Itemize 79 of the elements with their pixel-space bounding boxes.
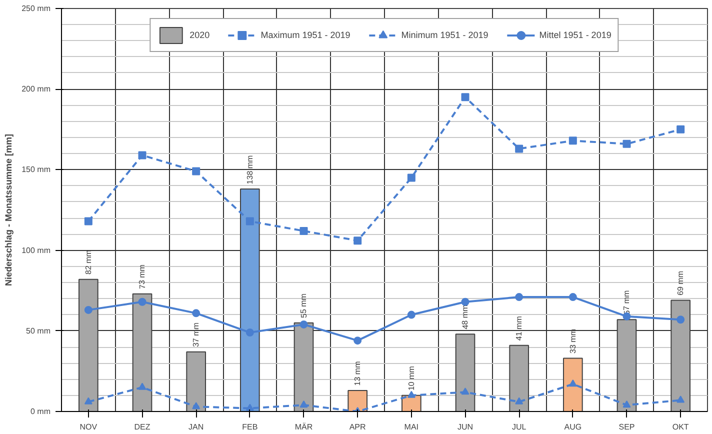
y-tick-label: 250 mm	[22, 4, 51, 13]
y-tick-label: 150 mm	[22, 165, 51, 174]
point	[84, 217, 92, 226]
legend-label: Mittel 1951 - 2019	[539, 30, 612, 40]
point	[461, 388, 470, 395]
data-label: 138 mm	[245, 154, 254, 184]
data-label: 73 mm	[138, 264, 147, 289]
point	[568, 136, 577, 145]
x-tick-label: APR	[349, 422, 366, 432]
point	[192, 309, 200, 318]
data-label: 37 mm	[192, 322, 201, 348]
x-tick-label: FEB	[242, 422, 258, 432]
point	[300, 320, 308, 328]
x-tick-label: JUN	[457, 422, 474, 432]
bar	[670, 300, 691, 412]
point	[138, 151, 146, 160]
point	[461, 93, 470, 102]
data-label: 69 mm	[676, 270, 686, 296]
point	[568, 380, 577, 387]
point	[407, 390, 416, 398]
point	[622, 140, 631, 148]
point	[676, 125, 685, 134]
legend-label: 2020	[190, 30, 210, 40]
bar	[455, 334, 476, 412]
x-tick-label: MAI	[404, 422, 419, 432]
y-tick-label: 200 mm	[22, 84, 51, 94]
bar	[294, 322, 314, 412]
point	[622, 400, 631, 408]
data-label: 10 mm	[406, 366, 416, 391]
data-label: 33 mm	[568, 328, 578, 354]
point	[192, 167, 200, 176]
point	[461, 298, 470, 306]
point	[246, 404, 254, 411]
bar	[240, 188, 260, 412]
bar	[348, 390, 368, 412]
x-tick-label: OKT	[672, 422, 689, 432]
point	[354, 236, 362, 245]
point	[246, 328, 254, 337]
point	[676, 316, 685, 324]
data-label: 41 mm	[514, 316, 524, 341]
bar	[78, 278, 98, 412]
x-tick-label: MÄR	[294, 422, 313, 432]
point	[246, 217, 254, 226]
bar	[616, 319, 637, 412]
legend-label: Minimum 1951 - 2019	[401, 30, 488, 40]
point	[515, 293, 524, 302]
point	[300, 226, 308, 235]
bar	[562, 358, 583, 412]
data-label: 55 mm	[299, 293, 308, 318]
point	[676, 396, 685, 403]
point	[515, 144, 524, 153]
y-tick-label: 0 mm	[30, 407, 51, 416]
data-label: 82 mm	[84, 250, 93, 274]
y-tick-label: 100 mm	[22, 246, 51, 255]
x-tick-label: JAN	[188, 422, 204, 432]
data-label: 48 mm	[460, 304, 470, 330]
legend-label: Maximum 1951 - 2019	[260, 30, 350, 40]
bar	[509, 344, 530, 412]
point	[138, 382, 146, 390]
y-axis-title: Niederschlag - Monatssumme [mm]	[4, 134, 14, 286]
x-tick-label: NOV	[80, 422, 98, 432]
bar	[186, 351, 206, 412]
x-tick-label: JUL	[512, 422, 527, 432]
point	[568, 293, 577, 302]
x-tick-label: DEZ	[134, 422, 150, 432]
point	[407, 310, 416, 319]
point	[354, 336, 362, 345]
point	[138, 298, 146, 306]
point	[300, 400, 308, 408]
point	[192, 402, 200, 410]
data-label: 13 mm	[353, 360, 362, 386]
y-tick-label: 50 mm	[26, 326, 51, 336]
x-tick-label: AUG	[564, 422, 582, 432]
point	[515, 397, 524, 404]
point	[84, 397, 92, 404]
point	[407, 174, 416, 182]
point	[84, 306, 92, 314]
x-tick-label: SEP	[618, 422, 635, 432]
bar	[132, 293, 152, 412]
